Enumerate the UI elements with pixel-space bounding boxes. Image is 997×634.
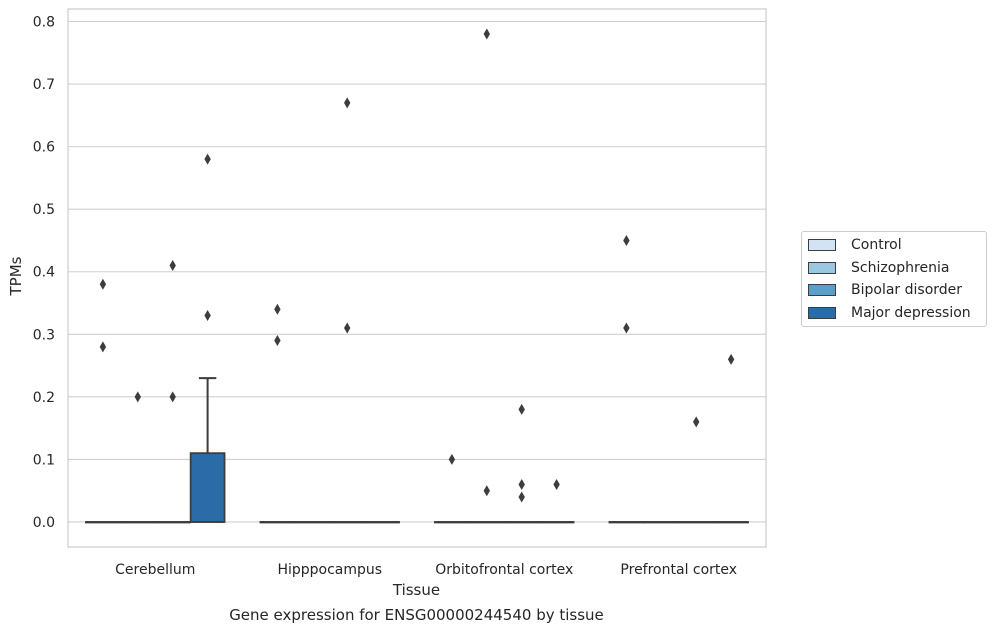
outlier-point <box>483 28 490 40</box>
outlier-point <box>693 416 700 428</box>
box-bipolar-disorder <box>154 521 191 524</box>
outlier-point <box>99 341 107 353</box>
x-tick-label: Cerebellum <box>115 562 195 578</box>
outlier-point <box>204 310 211 322</box>
outlier-point <box>274 303 281 315</box>
y-tick-label: 0.1 <box>33 452 55 468</box>
outlier-point <box>518 491 525 503</box>
outlier-point <box>344 322 351 334</box>
box-bipolar-disorder <box>678 521 715 524</box>
box-major-depression <box>538 521 575 524</box>
outlier-point <box>169 391 176 403</box>
outlier-point <box>204 153 211 165</box>
outlier-point <box>553 478 560 490</box>
y-tick-label: 0.6 <box>33 140 55 156</box>
outlier-point <box>134 391 141 403</box>
outlier-markers <box>99 28 735 503</box>
y-axis-label: TPMs <box>7 256 25 296</box>
box-major-depression <box>364 521 400 524</box>
x-axis-label: Tissue <box>392 581 440 599</box>
box-control <box>85 521 121 524</box>
box-control <box>608 521 645 524</box>
x-axis-ticks: Cerebellum Hipppocampus Orbitofrontal cort… <box>115 562 737 578</box>
outlier-point <box>448 453 456 465</box>
box-schizophrenia <box>468 521 505 524</box>
legend-label: Schizophrenia <box>851 259 950 276</box>
legend-label: Bipolar disorder <box>851 282 963 298</box>
box-schizophrenia <box>119 521 156 524</box>
box-plots <box>85 377 749 524</box>
outlier-point <box>344 97 351 109</box>
outlier-point <box>518 478 525 490</box>
outlier-point <box>99 278 107 290</box>
outlier-point <box>274 335 281 347</box>
legend-swatch <box>808 239 836 251</box>
outlier-point <box>623 322 630 334</box>
box-control <box>259 521 296 524</box>
outlier-point <box>727 353 735 365</box>
box-major-depression <box>713 521 749 524</box>
box-control <box>434 521 470 524</box>
outlier-point <box>623 234 630 246</box>
box-major-depression <box>189 377 226 523</box>
legend-item: Major depression <box>808 303 971 323</box>
y-tick-label: 0.4 <box>33 265 55 281</box>
box-bipolar-disorder <box>503 521 540 524</box>
legend: Control Schizophrenia Bipolar disorder Majo… <box>801 231 987 327</box>
y-tick-label: 0.8 <box>33 15 55 31</box>
x-tick-label: Prefrontal cortex <box>620 562 737 578</box>
legend-label: Major depression <box>851 304 971 321</box>
y-tick-label: 0.7 <box>33 77 55 93</box>
plot-area <box>67 8 767 548</box>
box <box>189 452 226 523</box>
y-axis-ticks: 0.0 0.1 0.2 0.3 0.4 0.5 0.6 0.7 0.8 <box>33 15 55 531</box>
legend-swatch <box>808 306 836 319</box>
grid-lines <box>68 20 766 523</box>
box-bipolar-disorder <box>329 521 366 524</box>
legend-item: Control <box>808 235 902 255</box>
outlier-point <box>169 259 176 271</box>
y-tick-label: 0.2 <box>33 390 55 406</box>
box-schizophrenia <box>294 521 331 524</box>
legend-swatch <box>808 284 836 296</box>
x-tick-label: Hipppocampus <box>277 562 382 578</box>
box-schizophrenia <box>643 521 680 524</box>
y-tick-label: 0.5 <box>33 202 55 218</box>
outlier-point <box>518 403 525 415</box>
y-tick-label: 0.3 <box>33 327 55 343</box>
legend-label: Control <box>851 237 902 253</box>
chart-caption: Gene expression for ENSG00000244540 by t… <box>229 606 604 624</box>
legend-item: Schizophrenia <box>808 258 949 278</box>
legend-swatch <box>808 261 836 274</box>
outlier-point <box>483 485 490 497</box>
y-tick-label: 0.0 <box>33 515 55 531</box>
x-tick-label: Orbitofrontal cortex <box>435 562 573 578</box>
legend-item: Bipolar disorder <box>808 280 962 300</box>
